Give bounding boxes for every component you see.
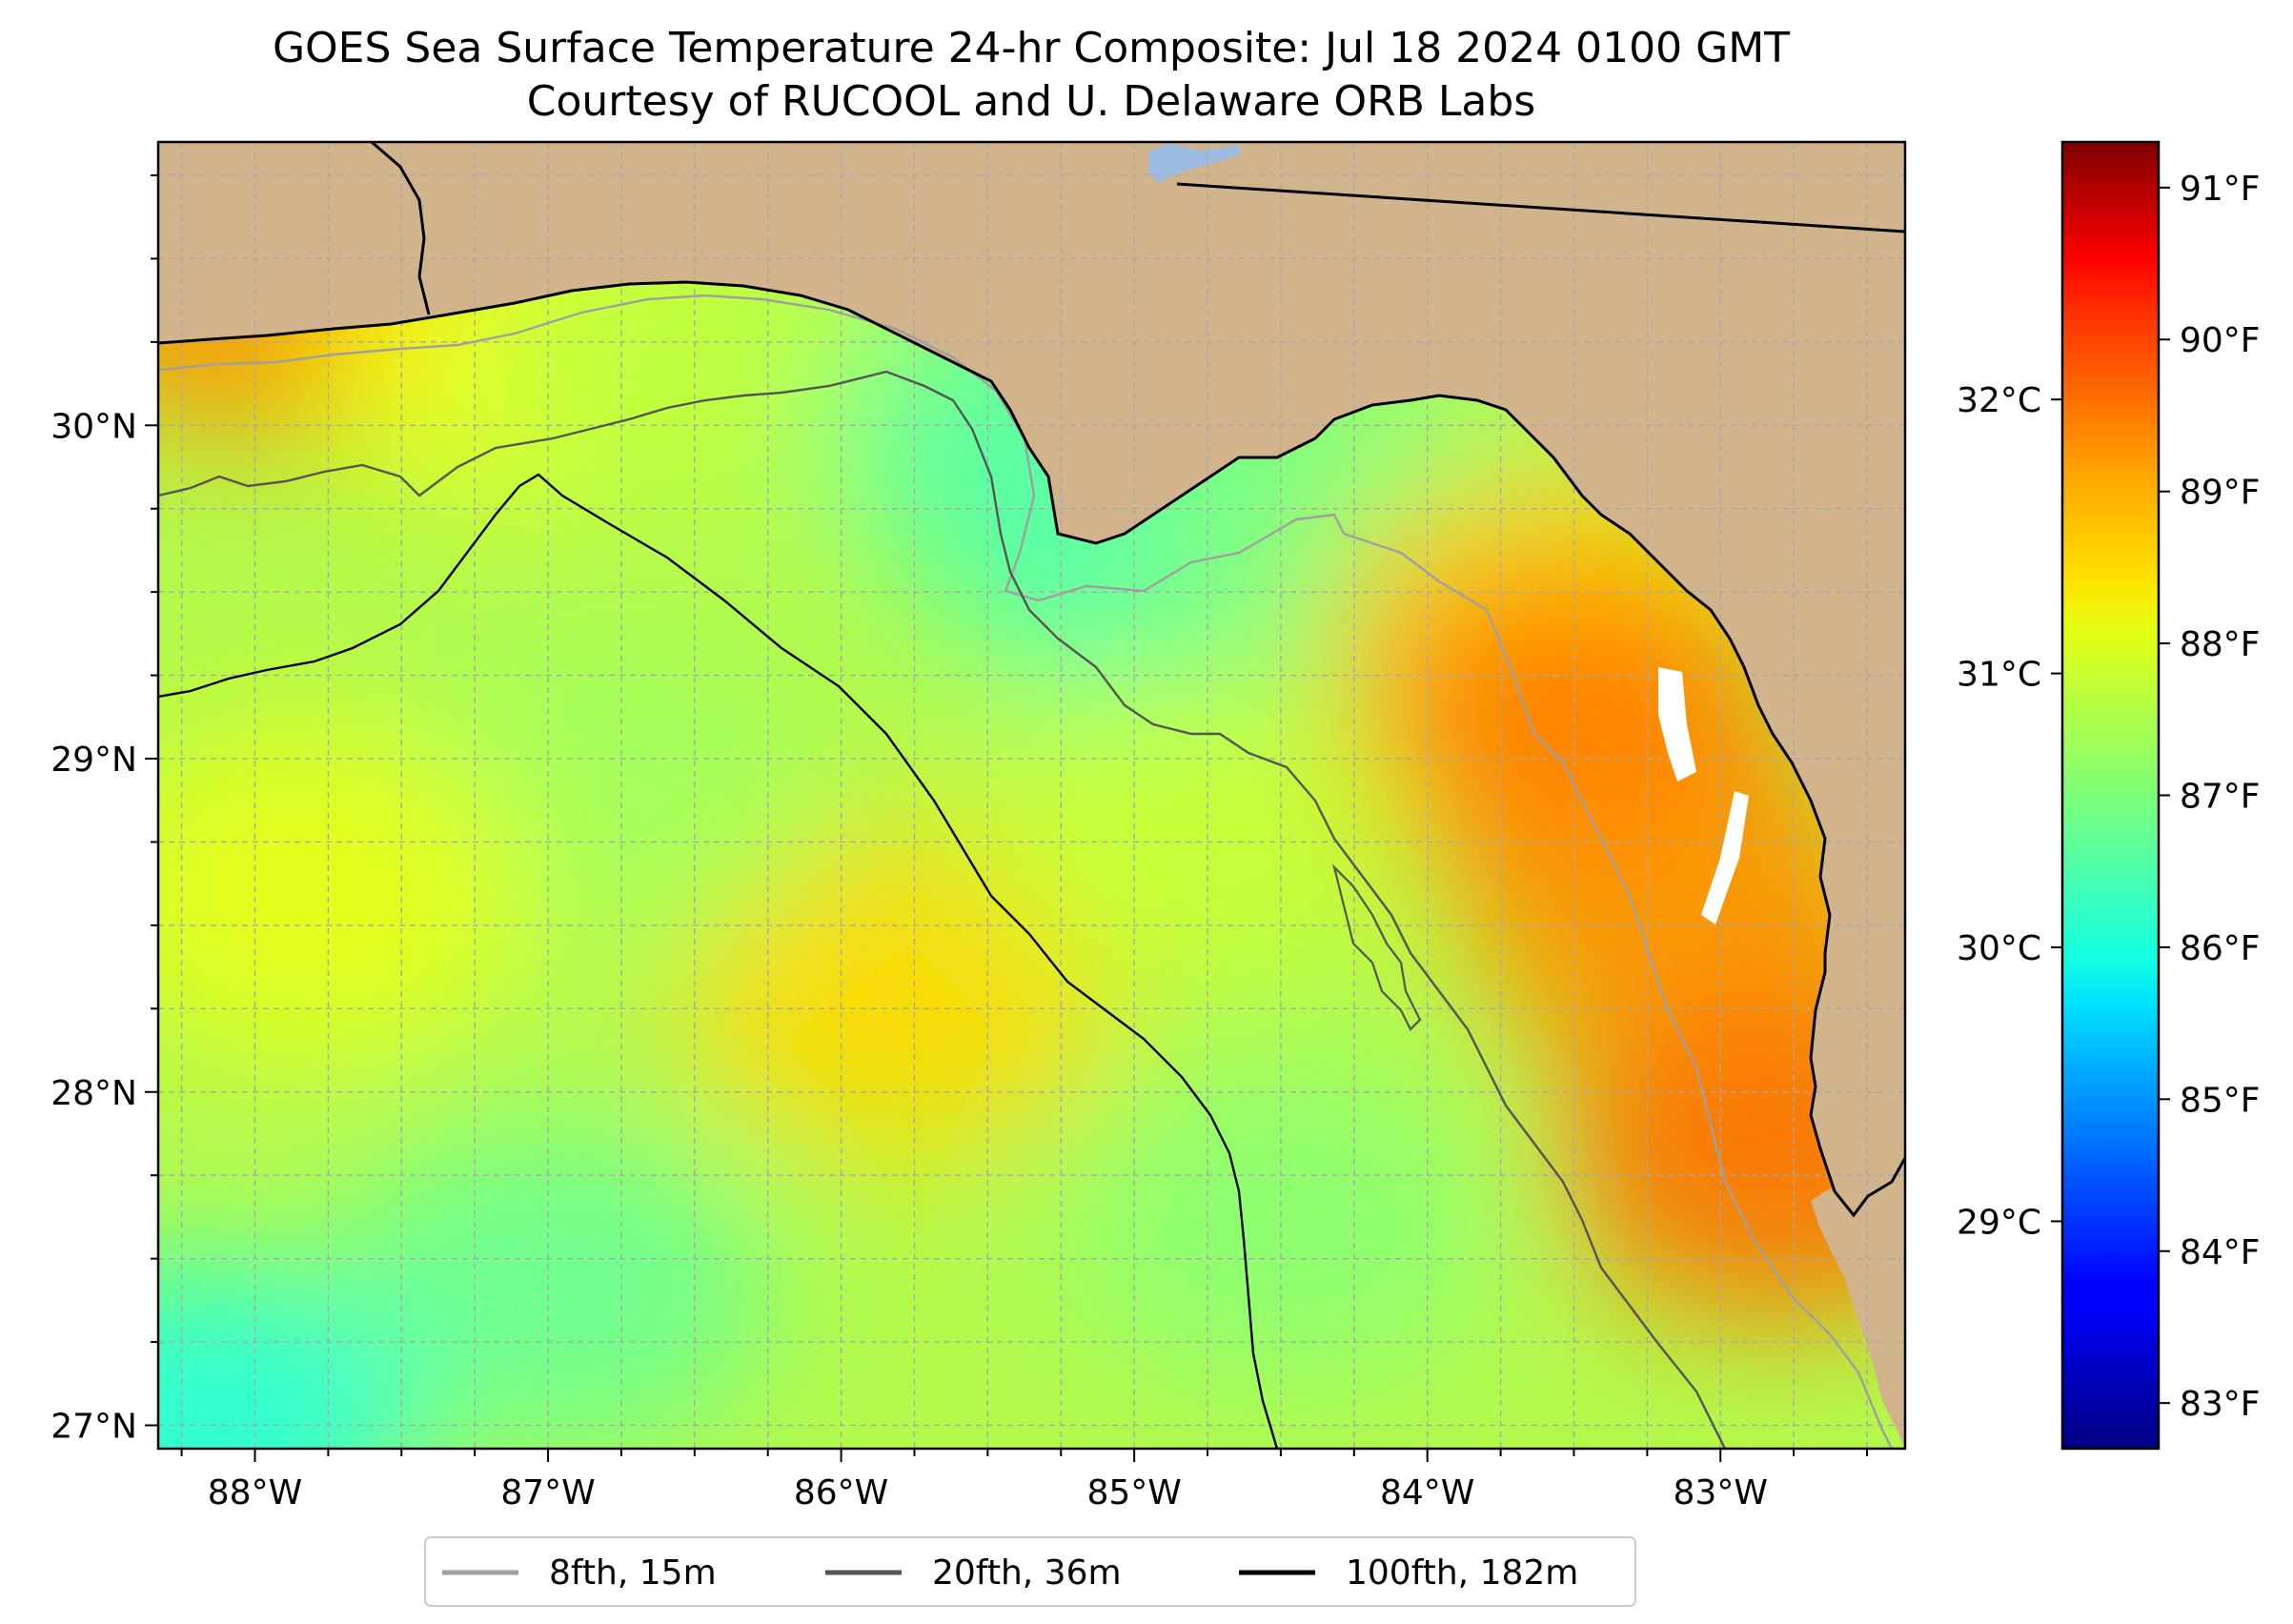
no-data-patch-2 bbox=[1701, 791, 1749, 924]
map-title-line-1: GOES Sea Surface Temperature 24-hr Compo… bbox=[273, 24, 1790, 72]
lon-tick-label: 85°W bbox=[1086, 1473, 1181, 1512]
isobath-20fth-36m bbox=[158, 370, 1727, 1449]
colorbar-f-label: 84°F bbox=[2180, 1233, 2261, 1272]
colorbar-f-label: 86°F bbox=[2180, 929, 2261, 968]
sst-region-12 bbox=[158, 729, 533, 1054]
map-frame bbox=[156, 140, 1907, 1451]
lon-tick-label: 87°W bbox=[500, 1473, 595, 1512]
legend-items: 8fth, 15m 20fth, 36m 100fth, 182m bbox=[442, 1553, 1578, 1593]
lon-tick-label: 83°W bbox=[1674, 1473, 1768, 1512]
colorbar-f-label: 90°F bbox=[2180, 321, 2261, 360]
colorbar-f-label: 91°F bbox=[2180, 170, 2261, 209]
latitude-axis: 30°N 29°N 28°N 27°N bbox=[51, 173, 158, 1447]
state-border bbox=[1176, 182, 1905, 233]
lon-tick-label: 84°W bbox=[1380, 1473, 1474, 1512]
longitude-axis: 88°W 87°W 86°W 85°W 84°W 83°W bbox=[180, 1449, 1869, 1512]
colorbar-fahrenheit-ticks: 83°F 84°F 85°F 86°F 87°F 88°F 89°F 90°F 91°F bbox=[2159, 170, 2261, 1424]
colorbar: 83°F 84°F 85°F 86°F 87°F 88°F 89°F 90°F 91°F 29°… bbox=[1957, 140, 2261, 1451]
map-title-line-2: Courtesy of RUCOOL and U. Delaware ORB L… bbox=[527, 77, 1535, 126]
lon-tick-label: 86°W bbox=[794, 1473, 888, 1512]
colorbar-f-label: 87°F bbox=[2180, 778, 2261, 817]
sst-region-14 bbox=[158, 1263, 416, 1449]
lake bbox=[1148, 143, 1241, 183]
state-border-west bbox=[371, 142, 431, 315]
colorbar-c-label: 29°C bbox=[1957, 1203, 2041, 1242]
colorbar-c-label: 31°C bbox=[1957, 656, 2041, 695]
lat-tick-label: 29°N bbox=[51, 741, 137, 780]
legend-label: 100fth, 182m bbox=[1346, 1553, 1578, 1593]
colorbar-c-label: 32°C bbox=[1957, 381, 2041, 420]
lat-tick-label: 30°N bbox=[51, 407, 137, 446]
map-panel bbox=[158, 142, 1905, 1449]
coastline bbox=[158, 280, 1905, 1218]
sst-region-16 bbox=[973, 662, 1412, 987]
colorbar-f-label: 88°F bbox=[2180, 625, 2261, 664]
no-data-patch bbox=[1658, 667, 1696, 782]
legend-label: 20fth, 36m bbox=[932, 1553, 1122, 1593]
legend: 8fth, 15m 20fth, 36m 100fth, 182m bbox=[424, 1536, 1636, 1607]
legend-box bbox=[424, 1536, 1636, 1607]
lat-tick-label: 28°N bbox=[51, 1074, 137, 1113]
colorbar-f-label: 83°F bbox=[2180, 1385, 2261, 1424]
colorbar-celsius-ticks: 29°C 30°C 31°C 32°C bbox=[1957, 381, 2062, 1242]
lat-tick-label: 27°N bbox=[51, 1408, 137, 1447]
lon-tick-label: 88°W bbox=[208, 1473, 302, 1512]
sst-region-9 bbox=[1559, 996, 1905, 1321]
isobath-8fth-15m bbox=[158, 294, 1894, 1449]
colorbar-c-label: 30°C bbox=[1957, 929, 2041, 968]
isobath-20fth-islands bbox=[1331, 863, 1422, 1031]
isobath-100fth-182m bbox=[158, 473, 1279, 1449]
colorbar-f-label: 85°F bbox=[2180, 1081, 2261, 1120]
colorbar-f-label: 89°F bbox=[2180, 474, 2261, 513]
colorbar-gradient bbox=[2060, 140, 2161, 1451]
land-area bbox=[158, 142, 1905, 1449]
legend-label: 8fth, 15m bbox=[549, 1553, 717, 1593]
